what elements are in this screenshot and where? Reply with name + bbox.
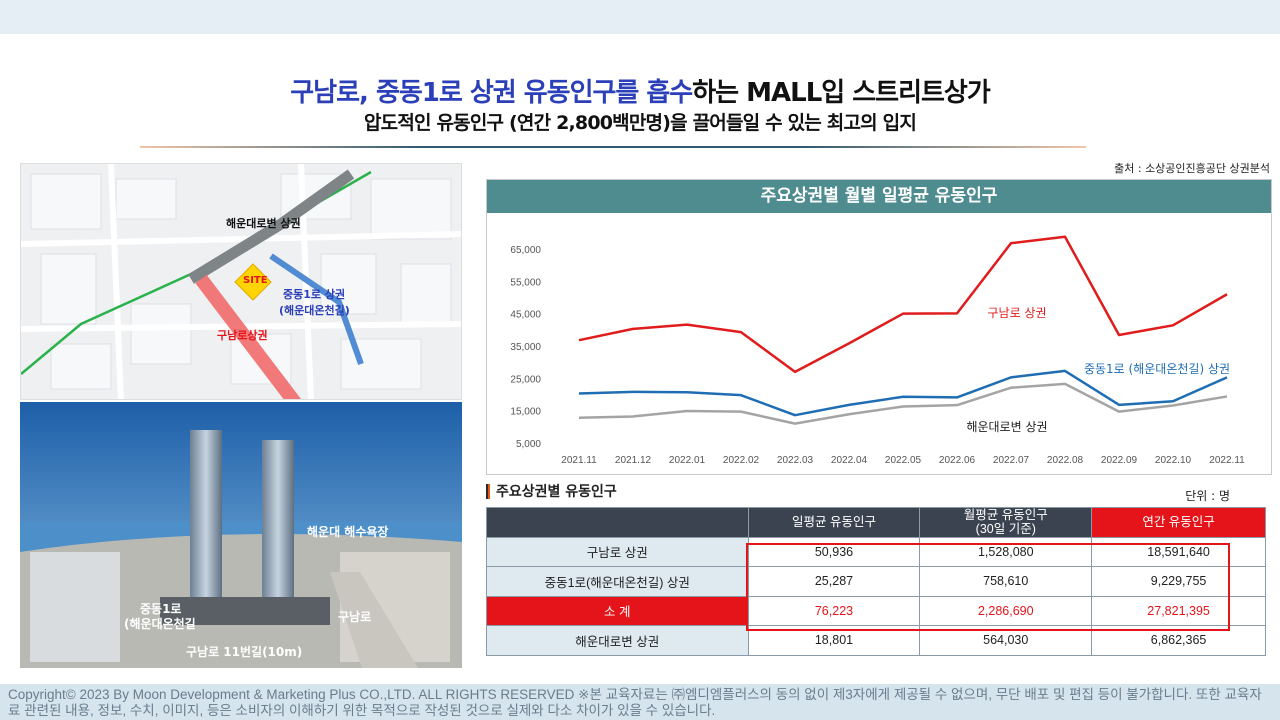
x-tick-label: 2022.01 — [669, 455, 706, 466]
x-tick-label: 2022.02 — [723, 455, 760, 466]
x-tick-label: 2022.03 — [777, 455, 814, 466]
x-tick-label: 2022.04 — [831, 455, 868, 466]
series-line — [578, 235, 1228, 374]
footer-copyright: Copyright© 2023 By Moon Development & Ma… — [8, 687, 1262, 718]
x-tick-label: 2022.11 — [1209, 455, 1245, 466]
row-monthly: 1,528,080 — [919, 536, 1093, 567]
header-annual: 연간 유동인구 — [1091, 507, 1266, 538]
location-map: 해운대로변 상권 SITE 중동1로 상권 (해운대온천길) 구남로상권 — [20, 163, 462, 400]
x-tick-label: 2022.10 — [1155, 455, 1192, 466]
map-label-site: SITE — [243, 275, 268, 286]
row-name: 해운대로변 상권 — [486, 625, 749, 656]
row-monthly: 758,610 — [919, 566, 1093, 597]
series-line — [578, 382, 1228, 425]
photo-label-jungdong-sub: (해운대온천길 — [124, 617, 196, 631]
table-heading: 주요상권별 유동인구 — [486, 481, 617, 501]
y-tick-label: 25,000 — [510, 374, 541, 385]
x-tick-label: 2022.05 — [885, 455, 922, 466]
title-divider — [140, 146, 1086, 148]
photo-label-gunamro: 구남로 — [338, 610, 372, 624]
header-blank — [486, 507, 749, 538]
map-label-jungdong: 중동1로 상권 — [283, 288, 346, 301]
table-row: 해운대로변 상권 18,801 564,030 6,862,365 — [486, 625, 1266, 656]
source-note: 출처 : 소상공인진흥공단 상권분석 — [1114, 162, 1270, 175]
y-tick-label: 45,000 — [510, 310, 541, 321]
map-graphic — [21, 164, 461, 399]
row-name: 중동1로(해운대온천길) 상권 — [486, 566, 749, 597]
row-monthly: 2,286,690 — [919, 595, 1093, 626]
table-row-subtotal: 소 계 76,223 2,286,690 27,821,395 — [486, 595, 1266, 626]
chart-plot: 5,000 15,000 25,000 35,000 45,000 55,000 65,00… — [510, 235, 1245, 466]
row-name: 구남로 상권 — [486, 536, 749, 567]
map-label-jungdong-sub: (해운대온천길) — [279, 304, 350, 317]
series-line — [578, 369, 1228, 417]
x-tick-label: 2022.06 — [939, 455, 976, 466]
row-annual: 6,862,365 — [1091, 625, 1266, 656]
row-annual: 9,229,755 — [1091, 566, 1266, 597]
table-heading-text: 주요상권별 유동인구 — [496, 484, 617, 500]
y-tick-label: 65,000 — [510, 245, 541, 256]
header-monthly: 월평균 유동인구 (30일 기준) — [919, 507, 1093, 538]
row-monthly: 564,030 — [919, 625, 1093, 656]
header-daily: 일평균 유동인구 — [747, 507, 921, 538]
row-daily: 50,936 — [747, 536, 921, 567]
table-row: 중동1로(해운대온천길) 상권 25,287 758,610 9,229,755 — [486, 566, 1266, 597]
y-tick-label: 15,000 — [510, 407, 541, 418]
map-label-gunamro: 구남로상권 — [217, 329, 268, 342]
series-label: 중동1로 (해운대온천길) 상권 — [1084, 361, 1230, 376]
page-subtitle: 압도적인 유동인구 (연간 2,800백만명)을 끌어들일 수 있는 최고의 입… — [363, 112, 917, 134]
photo-label-beach: 해운대 해수욕장 — [307, 525, 389, 539]
series-label: 해운대로변 상권 — [966, 420, 1047, 434]
series-label: 구남로 상권 — [987, 306, 1046, 320]
row-daily: 76,223 — [747, 595, 921, 626]
x-tick-label: 2022.07 — [993, 455, 1030, 466]
table-unit: 단위 : 명 — [1185, 489, 1230, 503]
x-tick-label: 2022.08 — [1047, 455, 1084, 466]
map-label-haeundae: 해운대로변 상권 — [226, 217, 301, 230]
y-tick-label: 5,000 — [516, 439, 541, 450]
row-name: 소 계 — [486, 595, 749, 626]
table-row: 구남로 상권 50,936 1,528,080 18,591,640 — [486, 536, 1266, 567]
top-bar — [0, 0, 1280, 34]
population-table: 일평균 유동인구 월평균 유동인구 (30일 기준) 연간 유동인구 구남로 상… — [486, 507, 1266, 656]
page-title: 구남로, 중동1로 상권 유동인구를 흡수하는 MALL입 스트리트상가 — [0, 72, 1280, 109]
x-tick-label: 2021.11 — [561, 455, 597, 466]
row-daily: 18,801 — [747, 625, 921, 656]
photo-label-gunamro11: 구남로 11번길(10m) — [186, 645, 303, 659]
chart-title: 주요상권별 월별 일평균 유동인구 — [487, 180, 1271, 213]
y-tick-label: 55,000 — [510, 277, 541, 288]
line-chart: 주요상권별 월별 일평균 유동인구 5,000 15,000 25,000 35,00… — [486, 179, 1272, 475]
row-daily: 25,287 — [747, 566, 921, 597]
heading-accent-bar — [486, 483, 490, 499]
y-tick-label: 35,000 — [510, 342, 541, 353]
footer: Copyright© 2023 By Moon Development & Ma… — [0, 684, 1280, 720]
row-annual: 27,821,395 — [1091, 595, 1266, 626]
x-tick-label: 2021.12 — [615, 455, 652, 466]
x-tick-label: 2022.09 — [1101, 455, 1138, 466]
photo-label-jungdong: 중동1로 — [140, 602, 182, 616]
aerial-rendering: 해운대 해수욕장 중동1로 (해운대온천길 구남로 구남로 11번길(10m) — [20, 402, 462, 668]
row-annual: 18,591,640 — [1091, 536, 1266, 567]
rendering-graphic — [20, 402, 462, 668]
title-rest: 하는 MALL입 스트리트상가 — [692, 78, 991, 108]
title-highlight: 구남로, 중동1로 상권 유동인구를 흡수 — [290, 78, 693, 108]
table-header-row: 일평균 유동인구 월평균 유동인구 (30일 기준) 연간 유동인구 — [486, 507, 1266, 538]
